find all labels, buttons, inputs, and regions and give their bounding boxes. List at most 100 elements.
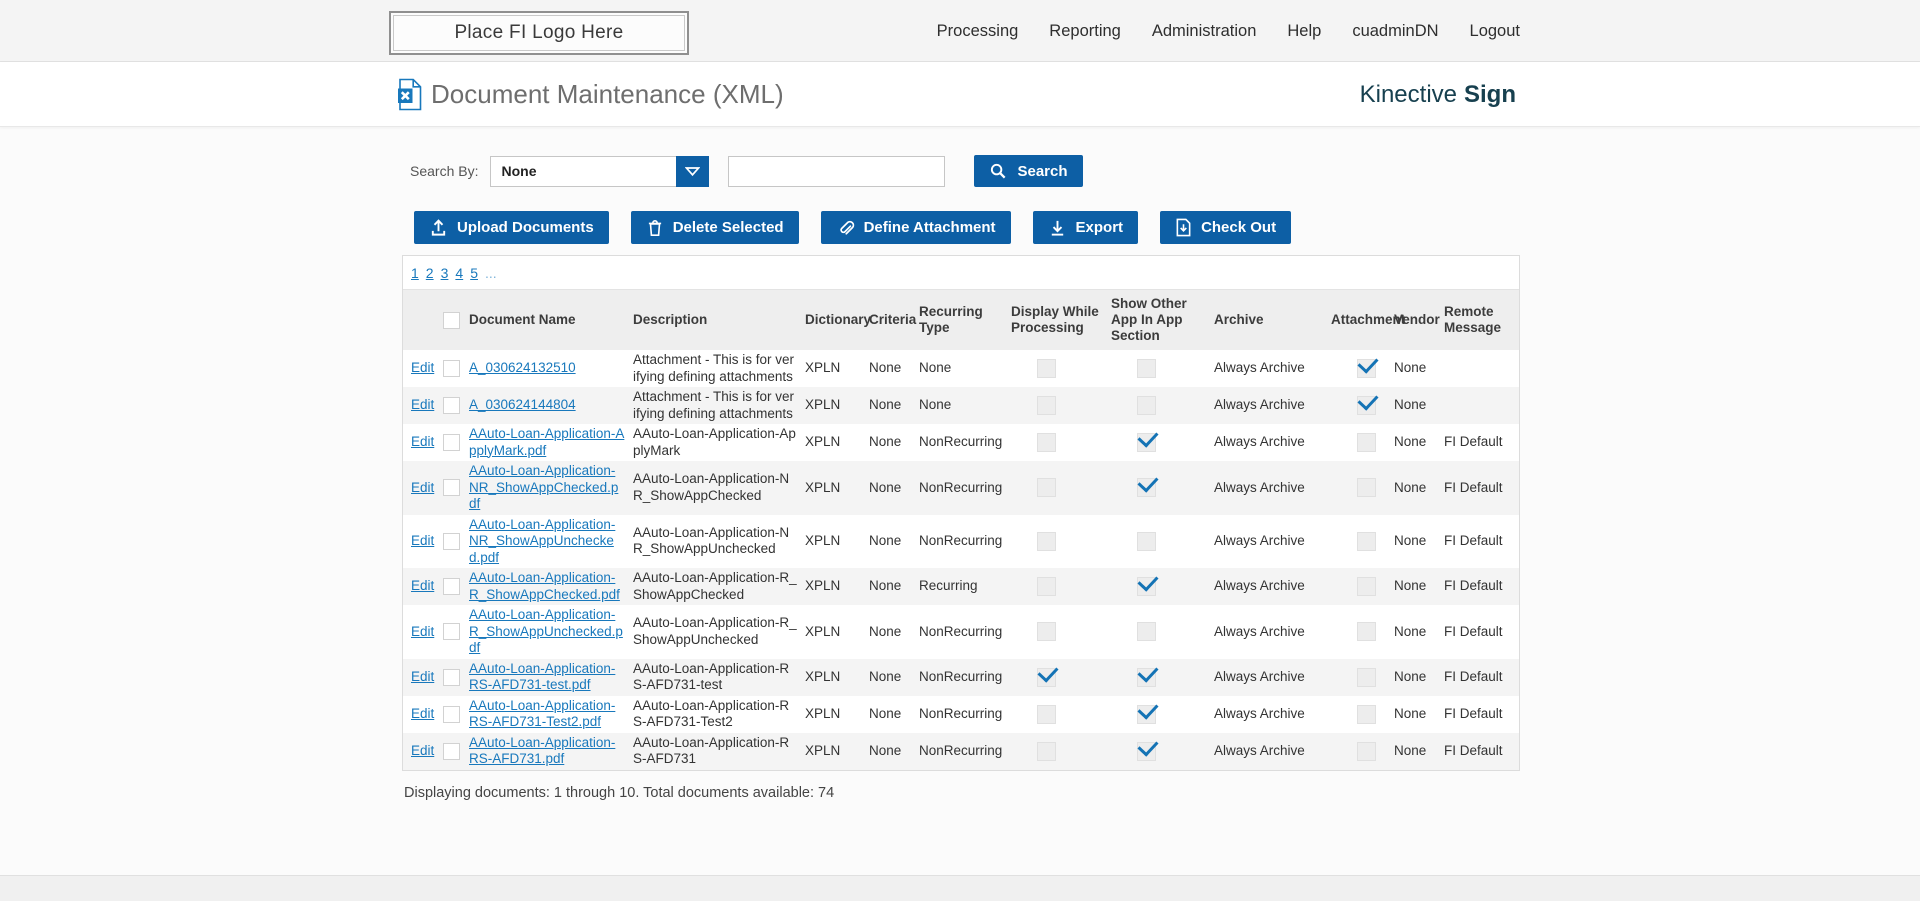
archive-cell: Always Archive [1214,397,1305,413]
document-name-link[interactable]: AAuto-Loan-Application-NR_ShowAppChecked… [469,463,619,511]
edit-link[interactable]: Edit [411,397,435,413]
row-select-checkbox[interactable] [443,360,460,377]
define-attachment-button[interactable]: Define Attachment [820,211,1011,244]
remote-message-cell: FI Default [1444,434,1503,450]
nav-item-processing[interactable]: Processing [936,21,1019,40]
document-name-link[interactable]: AAuto-Loan-Application-RS-AFD731-test.pd… [469,660,616,693]
attachment-checkbox[interactable] [1357,478,1376,498]
row-select-checkbox[interactable] [443,623,460,641]
display-while-processing-checkbox[interactable] [1037,433,1056,452]
table-row: Edit A_030624144804 Attachment - This is… [403,387,1519,424]
export-button[interactable]: Export [1032,211,1139,244]
page-link-1[interactable]: 1 [411,265,419,281]
nav-item-reporting[interactable]: Reporting [1049,21,1121,40]
show-other-app-checkbox[interactable] [1137,396,1156,415]
check-out-button[interactable]: Check Out [1160,211,1292,244]
attachment-checkbox[interactable] [1357,622,1376,642]
show-other-app-checkbox[interactable] [1137,359,1156,378]
display-while-processing-checkbox[interactable] [1037,704,1056,724]
search-button[interactable]: Search [974,155,1083,187]
display-while-processing-checkbox[interactable] [1037,359,1056,378]
vendor-cell: None [1394,578,1427,594]
row-select-checkbox[interactable] [443,705,460,723]
show-other-app-checkbox[interactable] [1137,531,1156,551]
edit-link[interactable]: Edit [411,533,435,548]
row-select-checkbox[interactable] [443,742,460,760]
attachment-checkbox[interactable] [1357,433,1376,452]
delete-selected-button[interactable]: Delete Selected [630,211,799,244]
display-while-processing-checkbox[interactable] [1037,667,1056,687]
row-select-checkbox[interactable] [443,397,460,414]
attachment-checkbox[interactable] [1357,704,1376,724]
show-other-app-checkbox[interactable] [1137,433,1156,452]
page-link-5[interactable]: 5 [470,265,478,281]
page-link-4[interactable]: 4 [455,265,464,281]
display-while-processing-checkbox[interactable] [1037,577,1056,596]
show-other-app-checkbox[interactable] [1137,741,1156,761]
document-name-link[interactable]: AAuto-Loan-Application-NR_ShowAppUncheck… [469,516,616,565]
show-other-app-checkbox[interactable] [1137,704,1156,724]
show-other-app-checkbox[interactable] [1137,667,1156,687]
display-while-processing-checkbox[interactable] [1037,531,1056,551]
dictionary-cell: XPLN [805,668,841,684]
chevron-down-icon[interactable] [676,155,710,187]
document-name-link[interactable]: AAuto-Loan-Application-RS-AFD731.pdf [469,734,616,767]
display-while-processing-checkbox[interactable] [1037,622,1056,642]
edit-link[interactable]: Edit [411,742,435,758]
edit-link[interactable]: Edit [411,668,435,684]
row-select-checkbox[interactable] [443,479,460,497]
nav-item-administration[interactable]: Administration [1151,21,1257,40]
page-link-3[interactable]: 3 [440,265,449,281]
row-select-checkbox[interactable] [443,532,460,550]
display-while-processing-checkbox[interactable] [1037,478,1056,498]
document-name-link[interactable]: A_030624132510 [469,360,576,376]
attachment-checkbox[interactable] [1357,577,1376,596]
edit-link[interactable]: Edit [411,578,435,594]
document-table-body: Edit A_030624132510 Attachment - This is… [403,350,1519,770]
document-name-link[interactable]: AAuto-Loan-Application-R_ShowAppChecked.… [469,570,620,602]
document-name-link[interactable]: AAuto-Loan-Application-ApplyMark.pdf [469,426,625,458]
document-name-link[interactable]: AAuto-Loan-Application-R_ShowAppUnchecke… [469,607,623,655]
description-cell: AAuto-Loan-Application-RS-AFD731-test [633,660,790,693]
vendor-cell: None [1394,434,1427,450]
attachment-checkbox[interactable] [1357,531,1376,551]
page-header: Document Maintenance (XML) Kinective Sig… [0,62,1920,127]
criteria-cell: None [869,742,902,758]
attachment-checkbox[interactable] [1357,741,1376,761]
archive-cell: Always Archive [1214,479,1305,495]
row-select-checkbox[interactable] [443,578,460,595]
results-summary: Displaying documents: 1 through 10. Tota… [404,784,835,801]
nav-item-user[interactable]: cuadminDN [1352,21,1439,40]
archive-cell: Always Archive [1214,533,1305,548]
attachment-checkbox[interactable] [1357,667,1376,687]
show-other-app-checkbox[interactable] [1137,622,1156,642]
delete-selected-label: Delete Selected [672,219,784,236]
select-all-checkbox[interactable] [443,311,460,329]
document-name-link[interactable]: AAuto-Loan-Application-RS-AFD731-Test2.p… [469,697,616,730]
display-while-processing-checkbox[interactable] [1037,741,1056,761]
recurring-type-cell: NonRecurring [919,434,1003,450]
edit-link[interactable]: Edit [411,623,435,639]
attachment-checkbox[interactable] [1357,359,1376,378]
nav-item-logout[interactable]: Logout [1469,21,1520,40]
search-row: Search By: None Search [410,155,1520,187]
show-other-app-checkbox[interactable] [1137,577,1156,596]
display-while-processing-checkbox[interactable] [1037,396,1056,415]
edit-link[interactable]: Edit [411,479,435,495]
row-select-checkbox[interactable] [443,434,460,451]
nav-item-help[interactable]: Help [1287,21,1322,40]
attachment-checkbox[interactable] [1357,396,1376,415]
search-by-select[interactable]: None [490,155,710,187]
search-input[interactable] [728,155,946,187]
edit-link[interactable]: Edit [411,360,435,376]
page-link-more[interactable]: ... [484,265,497,281]
page-link-2[interactable]: 2 [425,265,434,281]
upload-documents-button[interactable]: Upload Documents [414,211,609,244]
document-name-link[interactable]: A_030624144804 [469,397,576,413]
edit-link[interactable]: Edit [411,434,435,450]
edit-link[interactable]: Edit [411,705,435,721]
table-row: Edit AAuto-Loan-Application-R_ShowAppUnc… [403,605,1519,659]
table-row: Edit A_030624132510 Attachment - This is… [403,350,1519,387]
row-select-checkbox[interactable] [443,668,460,686]
show-other-app-checkbox[interactable] [1137,478,1156,498]
